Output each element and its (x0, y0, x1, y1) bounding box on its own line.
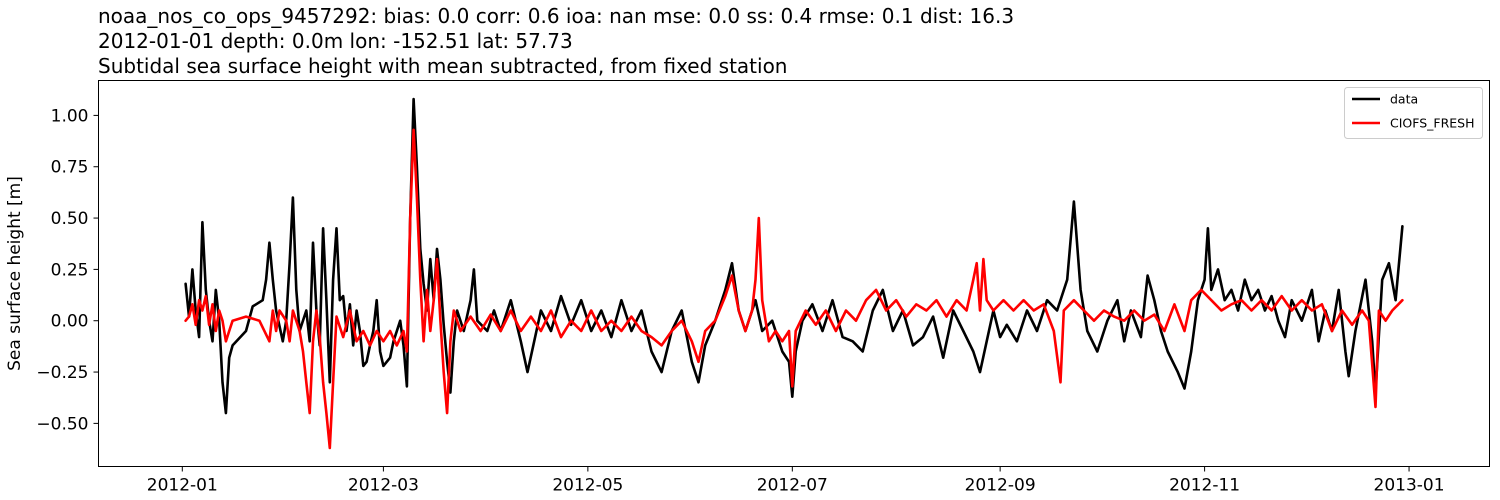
y-axis-label: Sea surface height [m] (5, 176, 25, 371)
y-tick-label: 0.00 (51, 312, 89, 332)
plot-frame (98, 80, 1490, 467)
x-tick-label: 2012-07 (757, 476, 828, 496)
x-axis: 2012-01 2012-03 2012-05 2012-07 2012-09 2012-… (147, 466, 1445, 496)
x-tick-label: 2012-01 (147, 476, 218, 496)
legend-label-data: data (1390, 92, 1418, 107)
y-tick-label: 0.25 (51, 260, 89, 280)
y-tick-label: 1.00 (51, 106, 89, 126)
legend-label-ciofs-fresh: CIOFS_FRESH (1390, 116, 1475, 131)
y-tick-label: 0.75 (51, 158, 89, 178)
y-tick-label: 0.50 (51, 209, 89, 229)
y-axis: −0.50 −0.25 0.00 0.25 0.50 0.75 1.00 (36, 106, 99, 434)
legend: data CIOFS_FRESH (1344, 87, 1483, 139)
chart-title-line-1: noaa_nos_co_ops_9457292: bias: 0.0 corr:… (98, 4, 1015, 28)
chart-title-line-2: 2012-01-01 depth: 0.0m lon: -152.51 lat:… (98, 29, 573, 53)
x-tick-label: 2012-09 (965, 476, 1036, 496)
x-tick-label: 2012-03 (348, 476, 419, 496)
x-tick-label: 2012-11 (1169, 476, 1240, 496)
x-tick-label: 2013-01 (1374, 476, 1445, 496)
chart-title-line-3: Subtidal sea surface height with mean su… (98, 54, 788, 78)
y-tick-label: −0.25 (36, 363, 88, 383)
series-line-ciofs-fresh (184, 128, 1404, 450)
series-layer (184, 97, 1404, 450)
x-tick-label: 2012-05 (552, 476, 623, 496)
y-tick-label: −0.50 (36, 414, 88, 434)
